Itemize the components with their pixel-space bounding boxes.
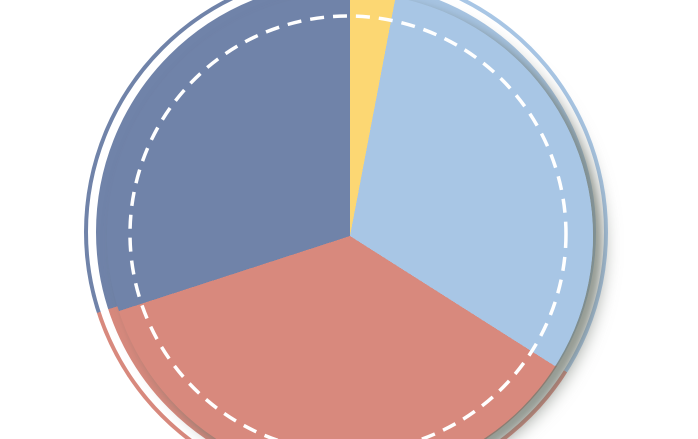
pie-chart [107, 0, 593, 439]
white-gap-ring [88, 0, 604, 439]
